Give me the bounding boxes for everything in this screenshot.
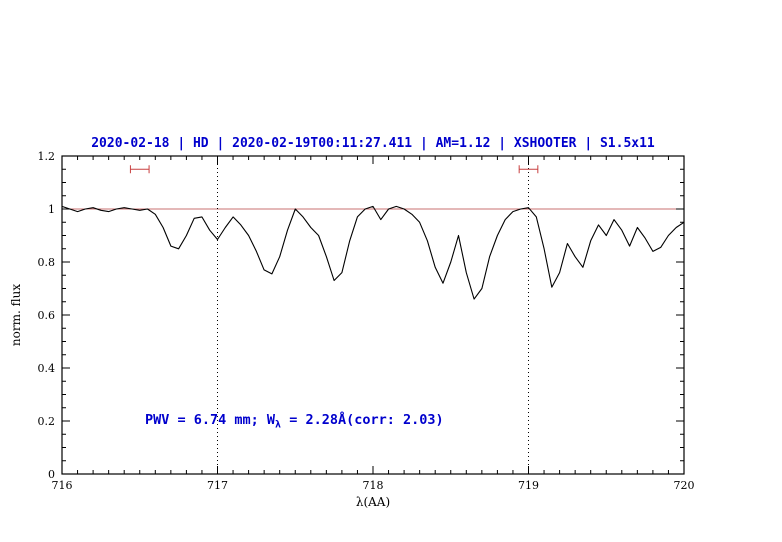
x-tick-label: 719 (518, 479, 539, 492)
x-axis-label: λ(AA) (356, 495, 390, 509)
x-tick-label: 718 (363, 479, 384, 492)
pwv-annotation: PWV = 6.74 mm; Wλ = 2.28Å(corr: 2.03) (145, 412, 444, 431)
interval-marker (518, 165, 539, 174)
x-tick-label: 716 (52, 479, 73, 492)
y-tick-label: 1 (48, 203, 55, 216)
y-tick-label: 0.6 (38, 309, 56, 322)
x-tick-label: 717 (207, 479, 228, 492)
pwv-annotation-lambda-subscript: λ (275, 419, 282, 431)
pwv-annotation-prefix: PWV = 6.74 mm; W (145, 412, 276, 428)
series-telluric-spectrum (61, 205, 685, 300)
y-axis-label: norm. flux (9, 284, 23, 346)
axis-ticks: 716 717 718 719 720 0 0.2 0.4 0.6 0.8 1 1.2 (38, 150, 695, 492)
y-tick-label: 0.4 (38, 362, 56, 375)
y-tick-label: 0.8 (38, 256, 56, 269)
plot-title: 2020-02-18 | HD | 2020-02-19T00:11:27.41… (91, 136, 655, 151)
pwv-annotation-suffix: = 2.28Å(corr: 2.03) (281, 412, 444, 428)
interval-marker (129, 165, 150, 174)
x-tick-label: 720 (674, 479, 695, 492)
y-tick-label: 0.2 (38, 415, 56, 428)
y-tick-label: 1.2 (38, 150, 56, 163)
y-tick-label: 0 (48, 468, 55, 481)
